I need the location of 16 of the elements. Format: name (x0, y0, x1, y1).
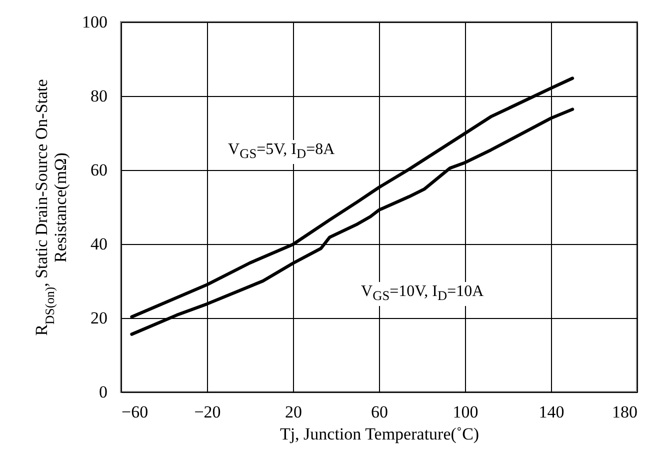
y-tick-label: 20 (90, 308, 108, 328)
annotation: V$_{GS}$=5V, I$_{D}$=8A (225, 140, 338, 164)
y-tick-label: 0 (99, 382, 108, 402)
x-tick-label: −20 (194, 402, 221, 422)
x-tick-label: 20 (285, 402, 302, 422)
x-axis-title: Tj, Junction Temperature(˚C) (280, 424, 480, 444)
x-tick-label: −60 (122, 402, 148, 422)
x-tick-label: 180 (612, 402, 638, 422)
y-tick-label: 40 (90, 234, 108, 254)
y-tick-label: 100 (82, 12, 108, 32)
annotation: V$_{GS}$=10V, I$_{D}$=10A (358, 282, 487, 306)
y-tick-label: 60 (90, 160, 108, 180)
y-tick-label: 80 (90, 86, 108, 106)
x-tick-label: 100 (452, 402, 478, 422)
x-tick-label: 60 (371, 402, 388, 422)
x-tick-label: 140 (538, 402, 564, 422)
